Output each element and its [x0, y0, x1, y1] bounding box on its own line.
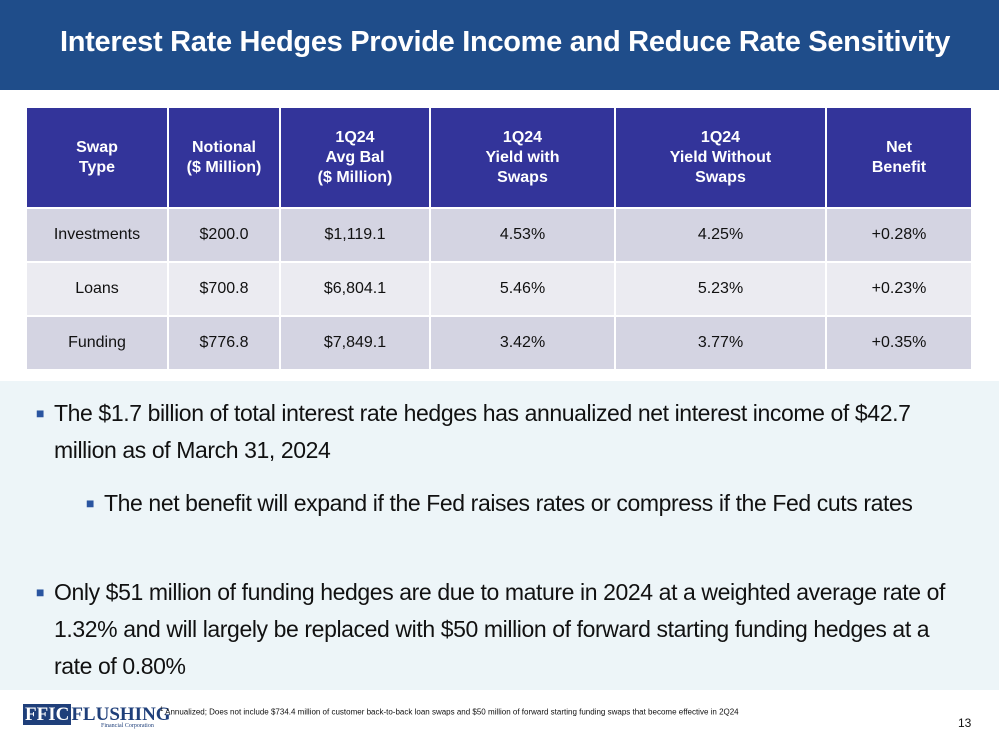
header-bar	[0, 0, 999, 90]
footnote-marker: 1	[160, 707, 164, 713]
bullet: ■ The net benefit will expand if the Fed …	[86, 485, 945, 522]
slide-title: Interest Rate Hedges Provide Income and …	[60, 26, 951, 58]
table-cell: 3.42%	[430, 315, 616, 369]
bullet-marker: ■	[36, 584, 45, 600]
bullet-text: The net benefit will expand if the Fed r…	[104, 490, 913, 516]
table-cell: Loans	[27, 261, 169, 316]
bullet: ■ The $1.7 billion of total interest rate…	[36, 395, 945, 469]
table-cell: $776.8	[168, 315, 281, 369]
column-header: Net Benefit	[826, 108, 973, 208]
bullet-text: The $1.7 billion of total interest rate …	[54, 400, 911, 463]
page-number: 13	[958, 716, 972, 730]
table-cell: Funding	[27, 315, 169, 369]
table-cell: +0.28%	[826, 207, 973, 262]
table-row: Investments $200.0 $1,119.1 4.53% 4.25% +0.28…	[27, 207, 973, 262]
header-row: Swap Type Notional ($ Million) 1Q24 Avg Ba…	[27, 108, 973, 208]
column-header: 1Q24 Yield with Swaps	[430, 108, 616, 208]
column-header: 1Q24 Avg Bal ($ Million)	[280, 108, 431, 208]
column-header: Notional ($ Million)	[168, 108, 281, 208]
footnote: 1 Annualized; Does not include $734.4 mi…	[160, 707, 739, 717]
bullet-marker: ■	[36, 405, 45, 421]
table-cell: $200.0	[168, 207, 281, 262]
table-cell: 3.77%	[615, 315, 827, 369]
bullet-text: Only $51 million of funding hedges are d…	[54, 579, 945, 679]
table-cell: 4.53%	[430, 207, 616, 262]
footnote-text: Annualized; Does not include $734.4 mill…	[165, 707, 739, 717]
table-cell: +0.35%	[826, 315, 973, 369]
table-cell: Investments	[27, 207, 169, 262]
column-header: Swap Type	[27, 108, 169, 208]
table-body: Investments $200.0 $1,119.1 4.53% 4.25% +0.28…	[27, 207, 973, 369]
bullet: ■ Only $51 million of funding hedges are …	[36, 574, 945, 685]
bullet-marker: ■	[86, 495, 95, 511]
table-cell: $1,119.1	[280, 207, 431, 262]
table-cell: $7,849.1	[280, 315, 431, 369]
logo-name: FLUSHING	[71, 704, 171, 725]
hedge-table: Swap Type Notional ($ Million) 1Q24 Avg Ba…	[27, 108, 973, 369]
table-cell: 5.23%	[615, 261, 827, 316]
table-cell: 4.25%	[615, 207, 827, 262]
bullet-area: ■ The $1.7 billion of total interest rate…	[0, 381, 999, 690]
logo-mark: FFIC	[23, 704, 72, 725]
table-cell: $6,804.1	[280, 261, 431, 316]
table-cell: 5.46%	[430, 261, 616, 316]
table-cell: $700.8	[168, 261, 281, 316]
logo-sub: Financial Corporation	[101, 723, 154, 729]
table-row: Funding $776.8 $7,849.1 3.42% 3.77% +0.35%	[27, 315, 973, 369]
column-header: 1Q24 Yield Without Swaps	[615, 108, 827, 208]
table-cell: +0.23%	[826, 261, 973, 316]
logo: FFIC FLUSHING Financial Corporation	[23, 704, 171, 729]
table-row: Loans $700.8 $6,804.1 5.46% 5.23% +0.23%	[27, 261, 973, 316]
